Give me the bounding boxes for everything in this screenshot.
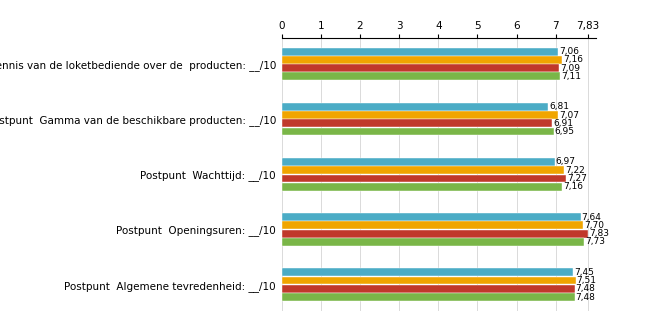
Text: 6,97: 6,97 [555,158,575,166]
Bar [282,64,559,72]
Text: 7,45: 7,45 [574,268,594,277]
Bar [282,222,583,229]
Bar [282,238,584,246]
Text: 7,16: 7,16 [563,182,583,191]
Text: 7,51: 7,51 [576,276,597,285]
Bar [282,183,562,191]
Text: 7,73: 7,73 [585,237,605,246]
Text: 7,11: 7,11 [561,72,581,81]
Text: 7,64: 7,64 [582,213,601,222]
Text: 7,27: 7,27 [567,174,587,183]
Bar [282,120,552,127]
Bar [282,56,562,64]
Bar [282,213,581,221]
Text: 6,81: 6,81 [549,102,569,111]
Bar [282,73,560,80]
Bar [282,48,558,55]
Text: 6,91: 6,91 [553,119,573,128]
Bar [282,277,576,284]
Bar [282,166,565,174]
Bar [282,111,559,119]
Text: 7,16: 7,16 [563,55,583,64]
Bar [282,293,574,301]
Bar [282,285,574,293]
Bar [282,158,555,166]
Text: 7,48: 7,48 [575,284,595,293]
Bar [282,128,553,135]
Bar [282,175,567,182]
Text: 7,70: 7,70 [584,221,604,230]
Text: 7,48: 7,48 [575,293,595,301]
Bar [282,103,548,111]
Text: 6,95: 6,95 [555,127,574,136]
Text: 7,83: 7,83 [589,229,609,238]
Text: 7,09: 7,09 [560,64,580,73]
Text: 7,06: 7,06 [559,47,579,56]
Text: 7,22: 7,22 [565,166,585,175]
Bar [282,268,573,276]
Text: 7,07: 7,07 [559,111,579,120]
Bar [282,230,588,237]
